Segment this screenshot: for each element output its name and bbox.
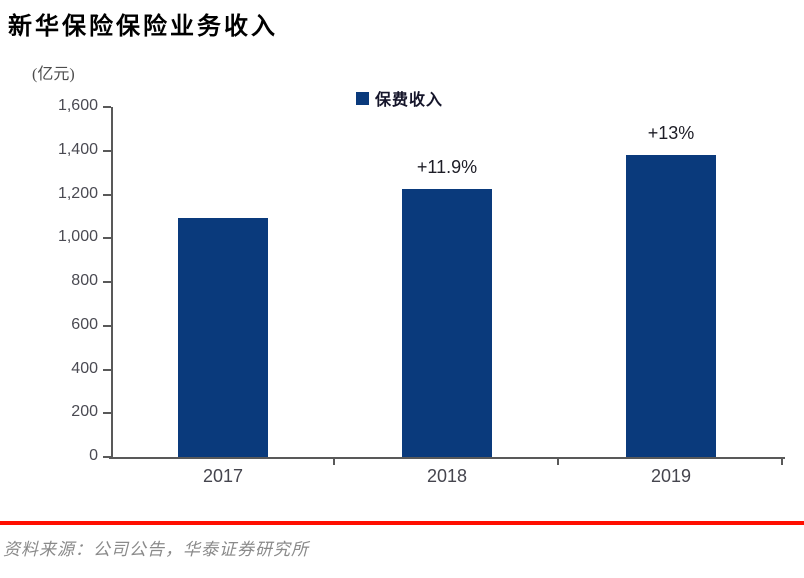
y-axis-line [111, 107, 113, 459]
y-tick-label: 400 [71, 359, 98, 377]
y-tick-mark [103, 237, 111, 240]
x-tick-mark [333, 457, 335, 465]
x-axis-line [109, 457, 785, 459]
x-axis-label-2017: 2017 [202, 466, 244, 486]
y-tick-mark [103, 106, 111, 108]
y-tick-mark [103, 324, 111, 327]
y-tick-mark [103, 149, 111, 152]
y-tick-label: 600 [71, 315, 98, 333]
legend-series-label: 保费收入 [375, 92, 444, 109]
chart-title: 新华保险保险业务收入 [8, 14, 278, 40]
bar-2018 [402, 189, 492, 457]
legend-swatch-icon [356, 91, 369, 105]
x-axis-label-2018: 2018 [426, 466, 468, 486]
y-tick-label: 1,000 [57, 228, 98, 246]
y-tick-mark [103, 412, 111, 415]
y-tick-label: 1,200 [57, 184, 98, 202]
bar-2019 [626, 154, 716, 457]
growth-annotation-2019: +13% [647, 122, 695, 143]
y-axis-unit-label: (亿元) [32, 66, 75, 83]
growth-annotation-2018: +11.9% [416, 157, 478, 178]
y-tick-mark [103, 456, 111, 458]
y-tick-label: 0 [89, 447, 98, 464]
y-tick-label: 200 [71, 403, 98, 421]
y-tick-label: 1,600 [57, 97, 98, 114]
red-divider-line [0, 521, 804, 525]
x-tick-mark [781, 457, 783, 465]
y-tick-mark [103, 193, 111, 196]
y-tick-label: 1,400 [57, 140, 98, 158]
y-tick-mark [103, 281, 111, 283]
y-tick-label: 800 [71, 272, 98, 289]
chart-legend: 保费收入 [356, 86, 443, 110]
x-axis-label-2019: 2019 [650, 466, 692, 486]
source-note: 资料来源：公司公告，华泰证券研究所 [3, 540, 309, 559]
x-tick-mark [557, 457, 559, 465]
bar-2017 [178, 217, 268, 457]
y-tick-mark [103, 368, 111, 371]
